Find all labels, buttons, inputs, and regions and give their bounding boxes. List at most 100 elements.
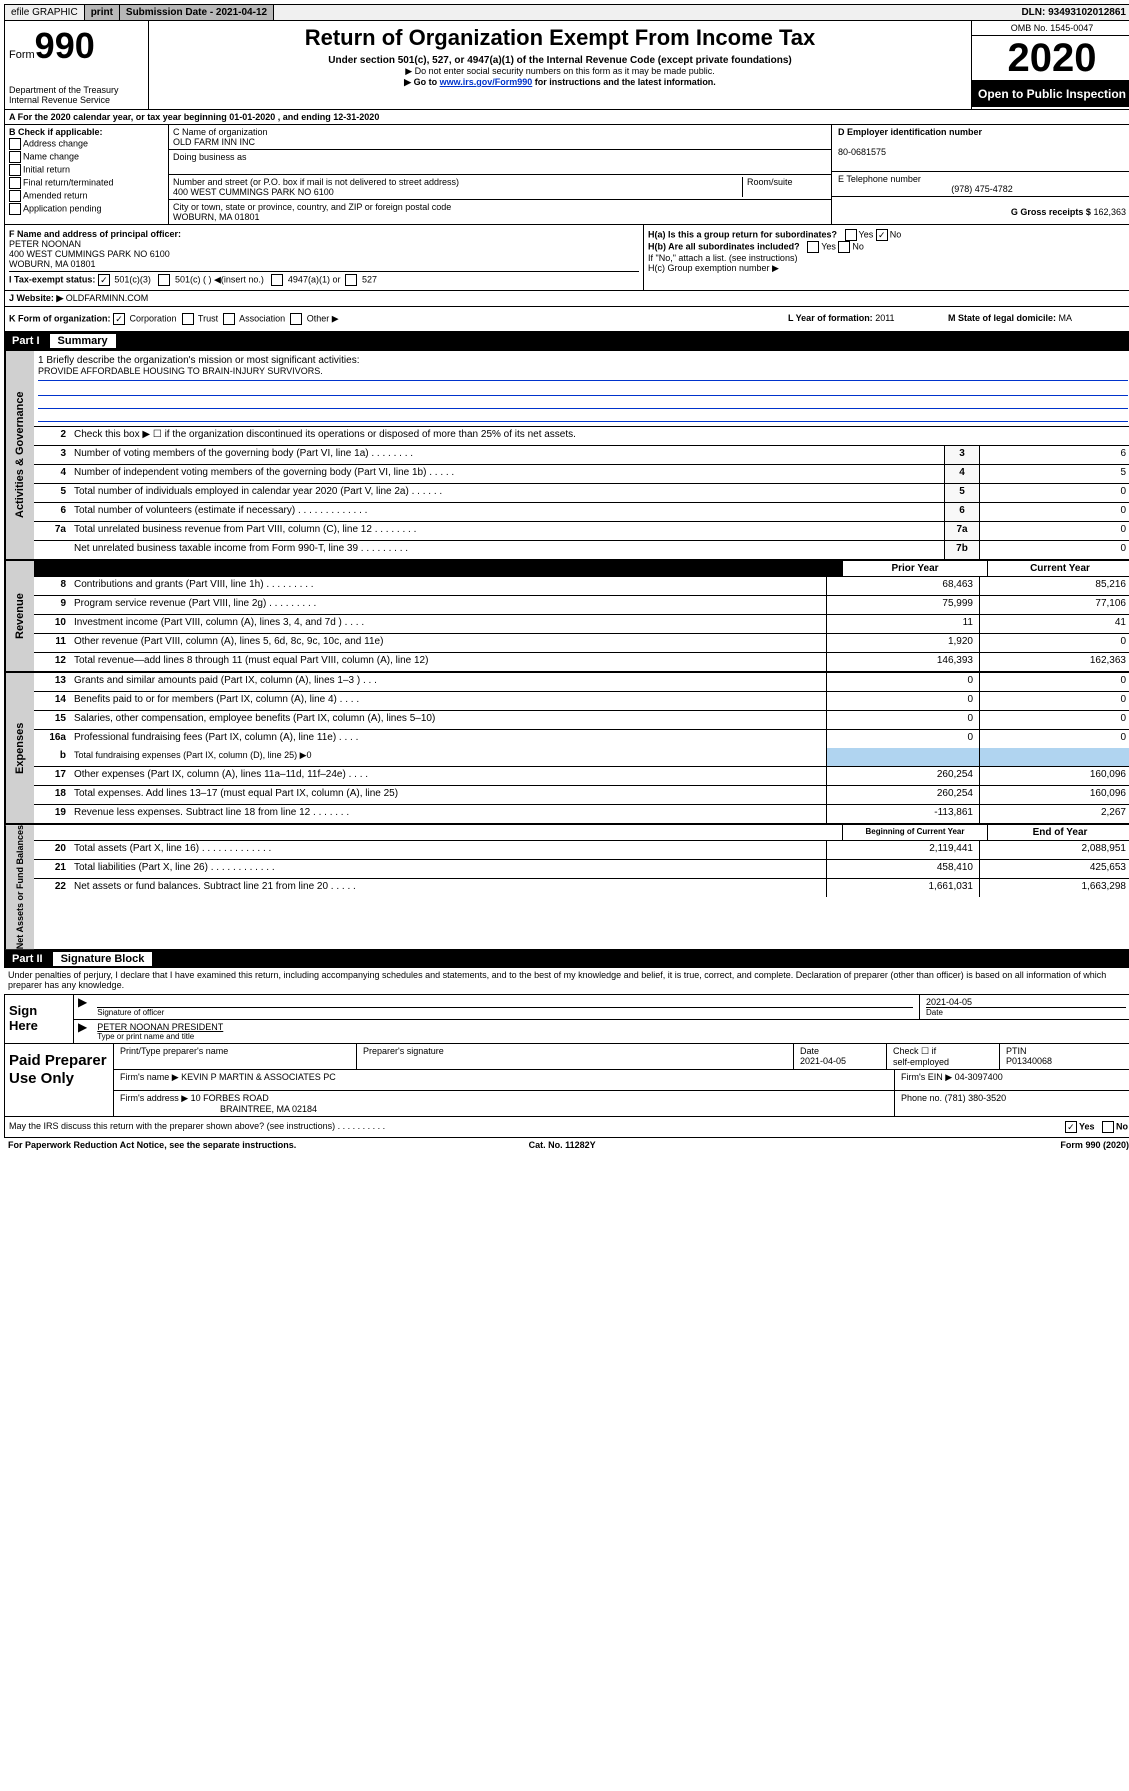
table-row: 20Total assets (Part X, line 16) . . . .… <box>34 841 1129 860</box>
check-501c[interactable] <box>158 274 170 286</box>
check-initial-return[interactable]: Initial return <box>9 164 164 176</box>
table-row: 9Program service revenue (Part VIII, lin… <box>34 596 1129 615</box>
form-note-2: ▶ Go to www.irs.gov/Form990 for instruct… <box>153 77 967 88</box>
check-corporation[interactable] <box>113 313 125 325</box>
table-row: 14Benefits paid to or for members (Part … <box>34 692 1129 711</box>
year-formation: 2011 <box>875 313 894 323</box>
officer-addr1: 400 WEST CUMMINGS PARK NO 6100 <box>9 249 170 259</box>
firm-addr-label: Firm's address ▶ <box>120 1093 188 1103</box>
prep-name-header: Print/Type preparer's name <box>114 1044 357 1069</box>
org-name-label: C Name of organization <box>173 127 268 137</box>
firm-name-label: Firm's name ▶ <box>120 1072 179 1082</box>
form-subtitle: Under section 501(c), 527, or 4947(a)(1)… <box>153 55 967 66</box>
efile-label: efile GRAPHIC <box>5 5 85 20</box>
street-address: 400 WEST CUMMINGS PARK NO 6100 <box>173 187 334 197</box>
mission-question: 1 Briefly describe the organization's mi… <box>38 355 1128 366</box>
current-year-header: Current Year <box>987 561 1129 576</box>
discuss-row: May the IRS discuss this return with the… <box>4 1117 1129 1138</box>
table-row: 5Total number of individuals employed in… <box>34 484 1129 503</box>
ha-group-return: H(a) Is this a group return for subordin… <box>648 229 1128 241</box>
line-16b-prior <box>826 748 979 766</box>
city-label: City or town, state or province, country… <box>173 202 451 212</box>
tab-expenses: Expenses <box>5 673 34 823</box>
line-2: Check this box ▶ ☐ if the organization d… <box>70 427 1129 445</box>
check-527[interactable] <box>345 274 357 286</box>
sign-here-block: Sign Here ▶ Signature of officer 2021-04… <box>4 994 1129 1044</box>
prep-selfemp-label: Check ☐ if <box>893 1046 936 1056</box>
tax-year: 2020 <box>972 36 1129 81</box>
dba-label: Doing business as <box>173 152 247 162</box>
firm-phone: (781) 380-3520 <box>945 1093 1007 1103</box>
arrow-icon: ▶ <box>74 995 91 1019</box>
discuss-yes-check[interactable] <box>1065 1121 1077 1133</box>
governance-section: Activities & Governance 1 Briefly descri… <box>4 350 1129 560</box>
check-name-change[interactable]: Name change <box>9 151 164 163</box>
website-url: OLDFARMINN.COM <box>66 293 149 303</box>
org-name: OLD FARM INN INC <box>173 137 255 147</box>
table-row: 21Total liabilities (Part X, line 26) . … <box>34 860 1129 879</box>
table-row: 15Salaries, other compensation, employee… <box>34 711 1129 730</box>
form-note-1: ▶ Do not enter social security numbers o… <box>153 66 967 77</box>
table-row: 19Revenue less expenses. Subtract line 1… <box>34 805 1129 823</box>
check-final-return[interactable]: Final return/terminated <box>9 177 164 189</box>
tab-revenue: Revenue <box>5 561 34 671</box>
check-address-change[interactable]: Address change <box>9 138 164 150</box>
check-trust[interactable] <box>182 313 194 325</box>
check-association[interactable] <box>223 313 235 325</box>
form-number: Form990 <box>9 25 144 67</box>
col-d-ein-tel: D Employer identification number 80-0681… <box>832 125 1129 224</box>
part-i-header: Part I Summary <box>4 332 1129 350</box>
ein-value: 80-0681575 <box>838 147 886 157</box>
table-row: 7aTotal unrelated business revenue from … <box>34 522 1129 541</box>
submission-date: Submission Date - 2021-04-12 <box>120 5 274 20</box>
revenue-section: Revenue Prior Year Current Year 8Contrib… <box>4 560 1129 672</box>
mission-text: PROVIDE AFFORDABLE HOUSING TO BRAIN-INJU… <box>38 366 1128 381</box>
prep-date-header: Date <box>800 1046 819 1056</box>
ein-label: D Employer identification number <box>838 127 982 137</box>
part-ii-header: Part II Signature Block <box>4 950 1129 968</box>
check-application-pending[interactable]: Application pending <box>9 203 164 215</box>
line-16b-current <box>979 748 1129 766</box>
table-row: 4Number of independent voting members of… <box>34 465 1129 484</box>
dept-treasury: Department of the Treasury <box>9 85 144 95</box>
table-row: 6Total number of volunteers (estimate if… <box>34 503 1129 522</box>
footer-note: For Paperwork Reduction Act Notice, see … <box>4 1138 1129 1152</box>
officer-print-name: PETER NOONAN PRESIDENT <box>97 1022 1126 1032</box>
discuss-no-check[interactable] <box>1102 1121 1114 1133</box>
sig-date: 2021-04-05 <box>926 997 1126 1007</box>
firm-address: 10 FORBES ROAD <box>191 1093 269 1103</box>
hb-subordinates: H(b) Are all subordinates included? Yes … <box>648 241 1128 253</box>
firm-name: KEVIN P MARTIN & ASSOCIATES PC <box>181 1072 336 1082</box>
paid-preparer-label: Paid Preparer Use Only <box>5 1044 114 1116</box>
check-other[interactable] <box>290 313 302 325</box>
tab-netassets: Net Assets or Fund Balances <box>5 825 34 949</box>
netassets-section: Net Assets or Fund Balances Beginning of… <box>4 824 1129 950</box>
perjury-statement: Under penalties of perjury, I declare th… <box>4 968 1129 992</box>
firm-ein: 04-3097400 <box>955 1072 1003 1082</box>
beginning-year-header: Beginning of Current Year <box>842 825 987 840</box>
row-k-formation: K Form of organization: Corporation Trus… <box>4 307 1129 332</box>
col-b-label: B Check if applicable: <box>9 127 103 137</box>
state-domicile: MA <box>1059 313 1073 323</box>
dept-irs: Internal Revenue Service <box>9 95 144 105</box>
omb-number: OMB No. 1545-0047 <box>972 21 1129 36</box>
check-4947[interactable] <box>271 274 283 286</box>
tab-governance: Activities & Governance <box>5 351 34 559</box>
gross-receipts: 162,363 <box>1093 207 1126 217</box>
prep-sig-header: Preparer's signature <box>357 1044 794 1069</box>
sign-here-label: Sign Here <box>5 995 74 1043</box>
table-row: 11Other revenue (Part VIII, column (A), … <box>34 634 1129 653</box>
prior-year-header: Prior Year <box>842 561 987 576</box>
room-label: Room/suite <box>747 177 793 187</box>
sig-officer-label: Signature of officer <box>97 1007 913 1017</box>
officer-addr2: WOBURN, MA 01801 <box>9 259 96 269</box>
irs-link[interactable]: www.irs.gov/Form990 <box>440 77 533 87</box>
row-j-website: J Website: ▶ OLDFARMINN.COM <box>4 291 1129 307</box>
print-button[interactable]: print <box>85 5 120 20</box>
firm-ein-label: Firm's EIN ▶ <box>901 1072 952 1082</box>
table-row: 12Total revenue—add lines 8 through 11 (… <box>34 653 1129 671</box>
check-501c3[interactable] <box>98 274 110 286</box>
end-year-header: End of Year <box>987 825 1129 840</box>
check-amended-return[interactable]: Amended return <box>9 190 164 202</box>
row-fgh: F Name and address of principal officer:… <box>4 225 1129 291</box>
